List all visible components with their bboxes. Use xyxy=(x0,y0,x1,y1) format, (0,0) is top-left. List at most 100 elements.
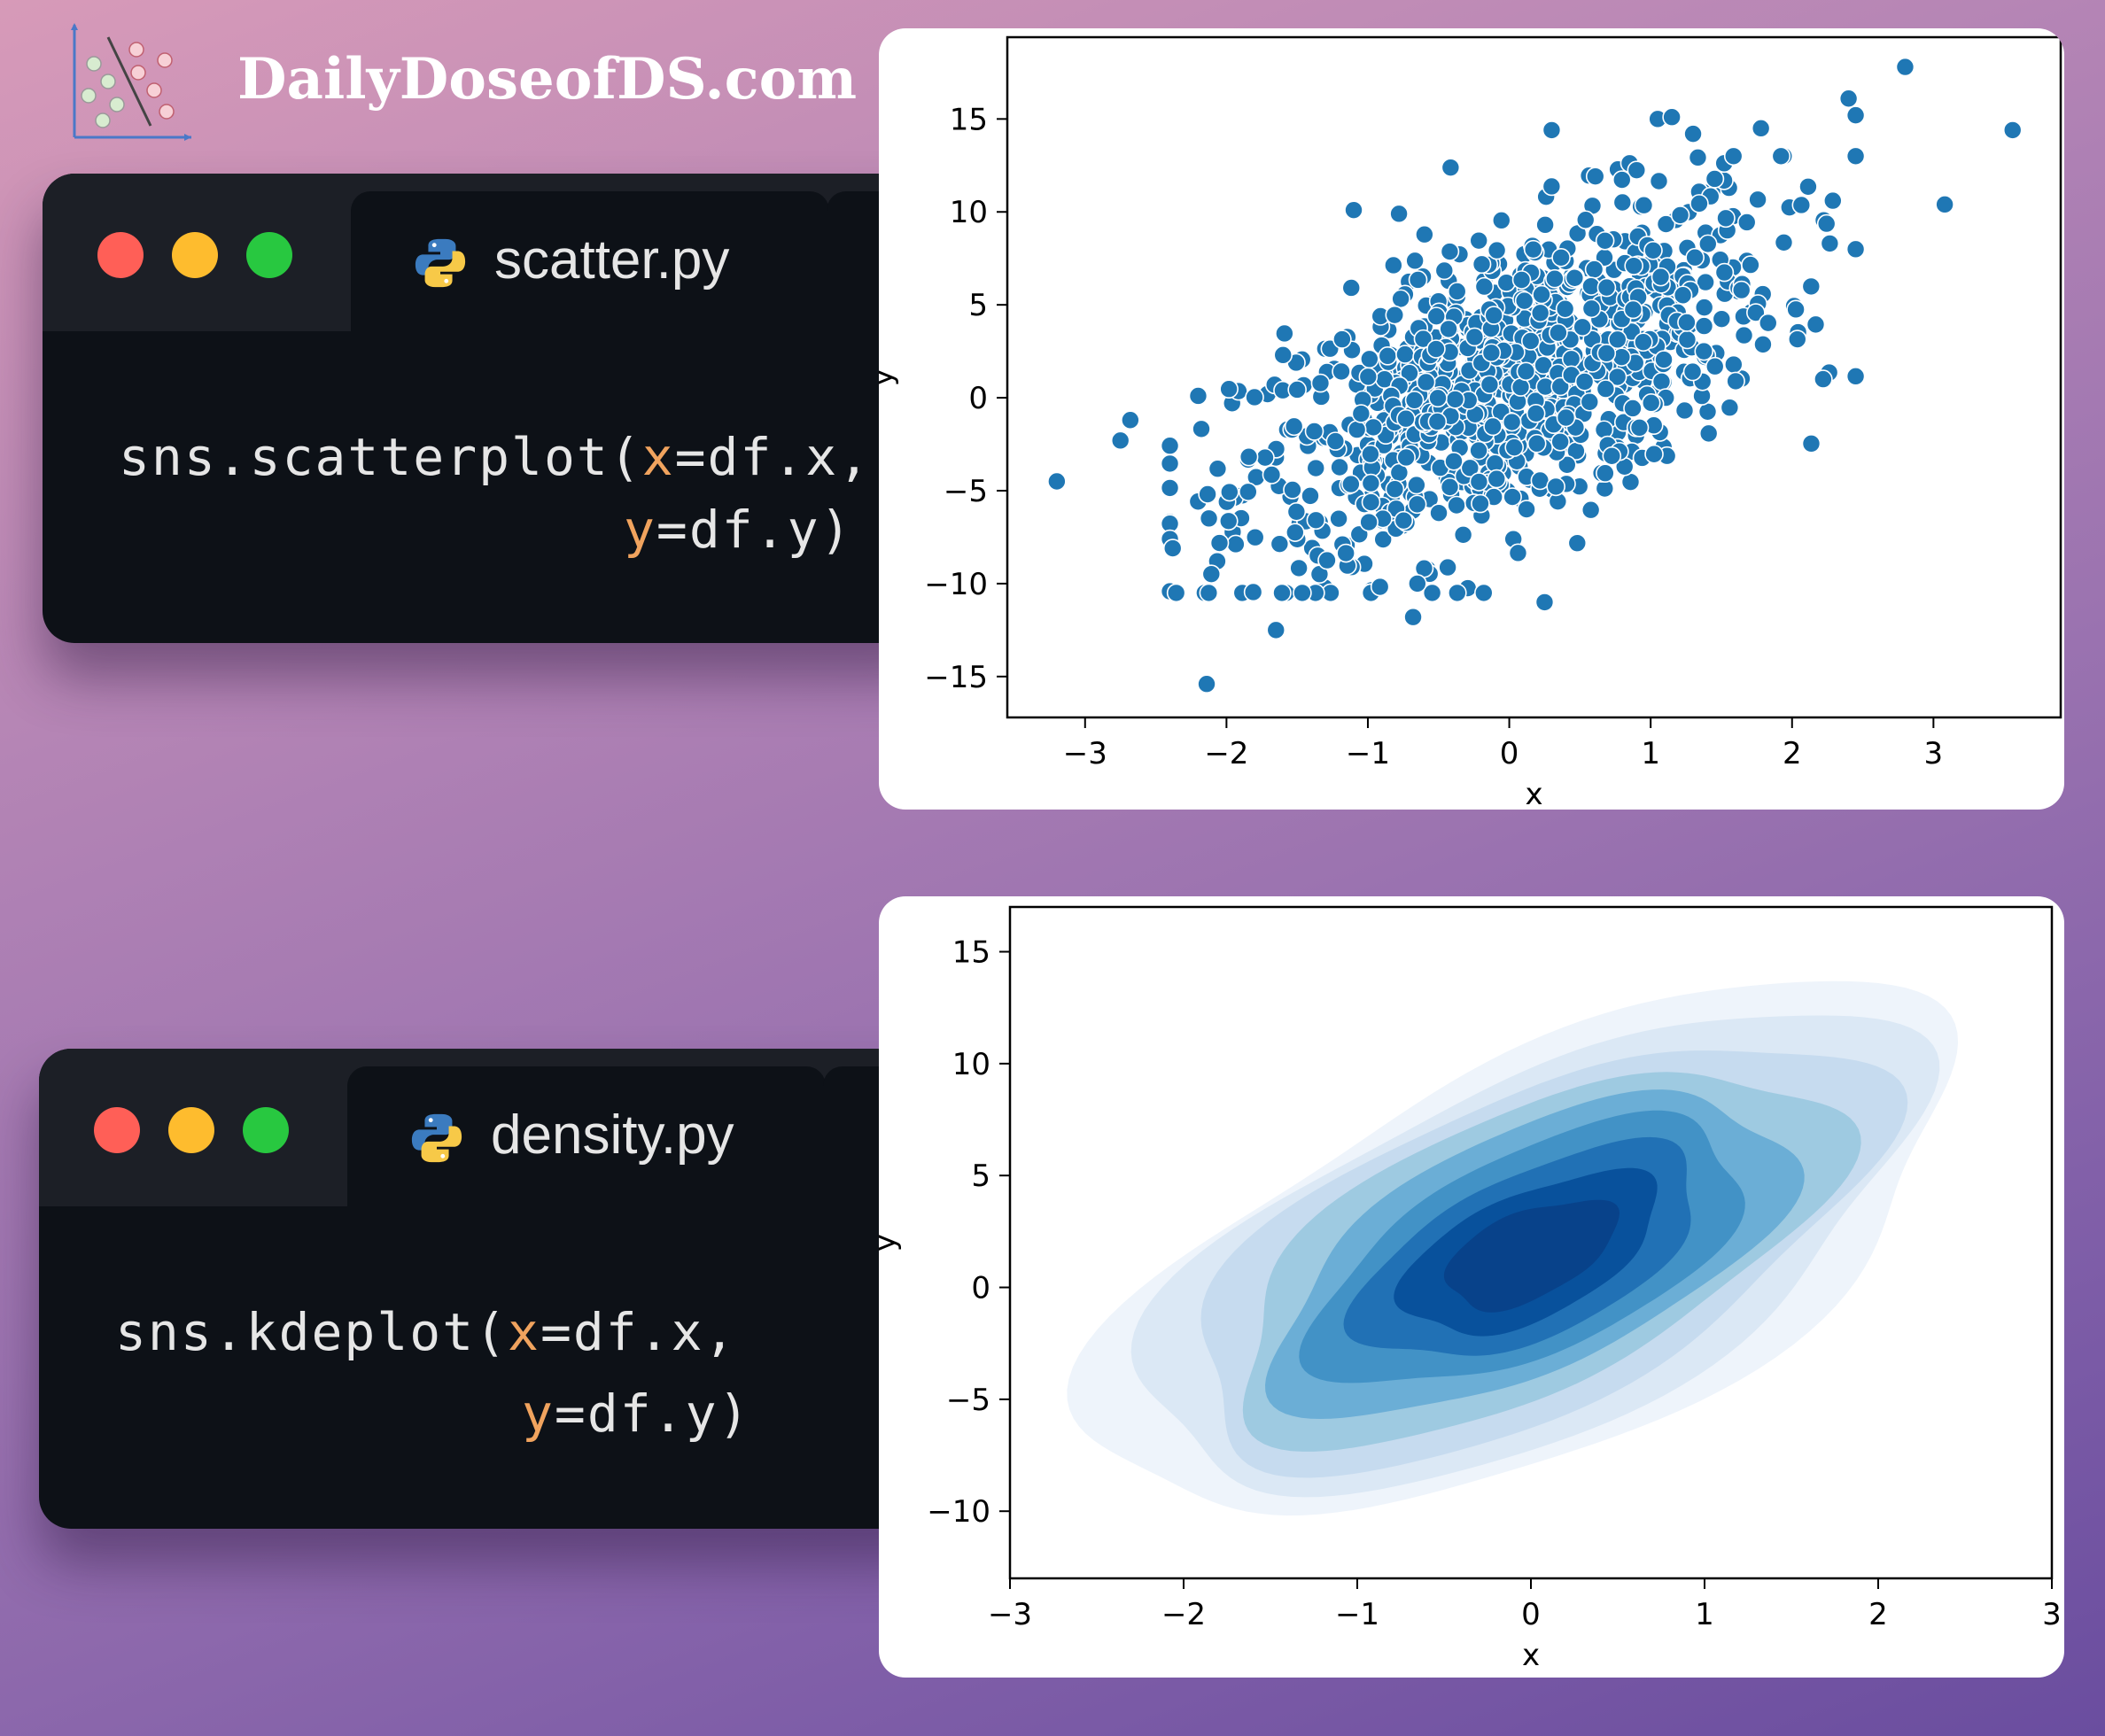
window-titlebar: scatter.py xyxy=(43,174,937,331)
scatter-point xyxy=(1746,303,1766,322)
scatter-point xyxy=(1557,454,1577,475)
y-tick-label: −5 xyxy=(944,474,988,509)
scatter-point xyxy=(1585,167,1605,186)
y-tick-label: 10 xyxy=(952,1047,990,1082)
scatter-point xyxy=(1201,564,1222,584)
scatter-point xyxy=(1160,478,1180,498)
x-tick-label: −1 xyxy=(1335,1597,1379,1632)
scatter-point xyxy=(1677,329,1697,350)
scatter-point xyxy=(1741,255,1760,275)
scatter-point xyxy=(1405,251,1425,271)
scatter-point xyxy=(1332,361,1351,382)
scatter-point xyxy=(1396,408,1416,429)
scatter-point xyxy=(1239,482,1258,502)
scatter-point xyxy=(1239,446,1259,467)
code-text: sns.scatterplot( xyxy=(119,427,642,487)
scatter-point xyxy=(1565,267,1585,288)
scatter-point xyxy=(1674,400,1695,421)
scatter-point xyxy=(1595,231,1615,251)
close-window-button[interactable] xyxy=(97,232,144,278)
code-line-2: y=df.y) xyxy=(624,500,852,560)
scatter-point xyxy=(1293,583,1312,603)
maximize-window-button[interactable] xyxy=(243,1107,289,1153)
scatter-point xyxy=(1330,457,1349,477)
scatter-point xyxy=(1441,158,1461,177)
scatter-point xyxy=(1480,375,1500,395)
scatter-point xyxy=(1219,379,1239,399)
scatter-point xyxy=(1351,404,1371,423)
scatter-point xyxy=(1546,477,1565,497)
scatter-point xyxy=(1712,309,1732,329)
scatter-point xyxy=(1358,367,1379,387)
scatter-point xyxy=(1634,332,1653,353)
scatter-point xyxy=(1289,558,1309,578)
x-axis-label: x xyxy=(1522,1638,1540,1673)
scatter-point xyxy=(1266,620,1286,640)
x-tick-label: 2 xyxy=(1783,736,1802,771)
scatter-point xyxy=(1471,493,1490,514)
scatter-point xyxy=(1607,329,1627,350)
scatter-point xyxy=(1275,323,1294,344)
scatter-point xyxy=(1286,501,1307,522)
scatter-point xyxy=(1341,278,1362,298)
scatter-point xyxy=(1359,512,1379,532)
scatter-point xyxy=(1373,530,1393,549)
scatter-point xyxy=(1694,298,1714,317)
code-keyword: y xyxy=(624,500,656,560)
scatter-point xyxy=(1517,500,1536,519)
tab-label: density.py xyxy=(491,1104,734,1166)
scatter-point xyxy=(1445,390,1465,409)
scatter-point xyxy=(1545,268,1565,289)
scatter-point xyxy=(1689,194,1709,213)
scatter-point xyxy=(1535,215,1555,235)
minimize-window-button[interactable] xyxy=(172,232,218,278)
x-tick-label: 1 xyxy=(1695,1597,1714,1632)
maximize-window-button[interactable] xyxy=(246,232,292,278)
scatter-point xyxy=(1526,433,1547,453)
x-tick-label: −1 xyxy=(1346,736,1390,771)
x-tick-label: 2 xyxy=(1868,1597,1888,1632)
scatter-point xyxy=(1434,260,1455,281)
y-tick-label: −15 xyxy=(924,660,988,695)
scatter-point xyxy=(1561,349,1581,369)
scatter-point xyxy=(1304,422,1324,441)
scatter-point xyxy=(1698,423,1719,444)
kde-contours xyxy=(1067,980,1959,1516)
scatter-point xyxy=(1199,508,1219,529)
scatter-point xyxy=(1378,346,1398,366)
minimize-window-button[interactable] xyxy=(168,1107,214,1153)
scatter-point xyxy=(1694,316,1714,336)
scatter-point xyxy=(1198,484,1217,504)
scatter-point xyxy=(1408,574,1427,593)
scatter-point xyxy=(1697,234,1718,254)
tab-density-py[interactable]: density.py xyxy=(347,1066,826,1206)
scatter-point xyxy=(1341,474,1361,494)
y-tick-label: 5 xyxy=(971,1159,990,1194)
scatter-point xyxy=(1226,534,1246,554)
scatter-point xyxy=(1602,446,1622,466)
close-window-button[interactable] xyxy=(94,1107,140,1153)
scatter-point xyxy=(1511,270,1532,290)
x-tick-label: −3 xyxy=(988,1597,1032,1632)
code-keyword: x xyxy=(641,427,675,487)
tab-scatter-py[interactable]: scatter.py xyxy=(351,191,829,331)
scatter-point xyxy=(1682,361,1703,382)
scatter-point xyxy=(1838,89,1859,109)
scatter-point xyxy=(1723,146,1744,167)
x-tick-label: 1 xyxy=(1641,736,1660,771)
scatter-point xyxy=(1408,270,1428,290)
scatter-point xyxy=(1651,267,1671,287)
brand-name: DailyDoseofDS.com xyxy=(237,46,858,112)
scatter-point xyxy=(1731,280,1752,300)
scatter-classifier-logo-icon xyxy=(71,23,191,141)
scatter-point xyxy=(1245,387,1264,407)
scatter-point xyxy=(1643,241,1663,260)
scatter-point xyxy=(1474,583,1494,603)
scatter-point xyxy=(1670,205,1690,225)
y-tick-label: 15 xyxy=(952,935,990,971)
code-line-1: sns.kdeplot(x=df.x, xyxy=(115,1302,736,1362)
scatter-point xyxy=(1047,471,1067,492)
scatter-point xyxy=(1440,242,1460,261)
scatter-point xyxy=(1447,282,1467,301)
